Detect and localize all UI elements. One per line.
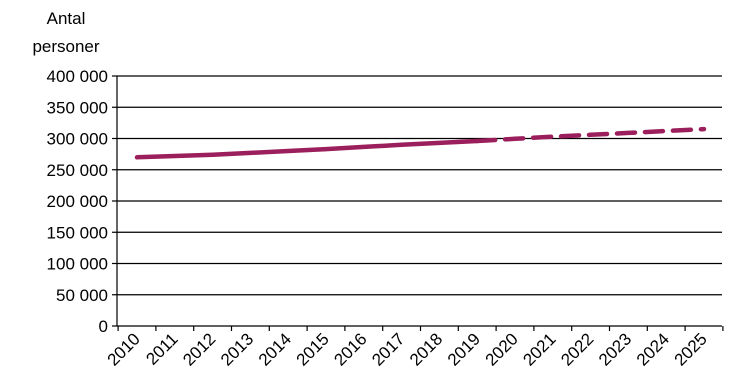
x-tick-label: 2014 [255, 329, 295, 369]
y-tick-label: 250 000 [47, 161, 108, 180]
y-tick-label: 400 000 [47, 67, 108, 86]
axes [112, 75, 724, 331]
y-tick-label: 0 [99, 317, 108, 336]
x-tick-label: 2015 [293, 329, 333, 369]
x-tick-label: 2013 [217, 329, 257, 369]
x-tick-labels: 2010201120122013201420152016201720182019… [104, 329, 711, 369]
x-tick-label: 2021 [519, 329, 559, 369]
x-tick-label: 2016 [330, 329, 370, 369]
y-axis-label-line-2: personer [32, 37, 99, 56]
x-tick-label: 2011 [142, 329, 181, 368]
x-tick-label: 2024 [633, 329, 673, 369]
x-tick-label: 2012 [179, 329, 219, 369]
y-tick-label: 100 000 [47, 255, 108, 274]
x-tick-label: 2025 [671, 329, 711, 369]
x-tick-label: 2019 [444, 329, 484, 369]
y-tick-label: 350 000 [47, 98, 108, 117]
historical-line [134, 138, 480, 160]
x-tick-label: 2023 [595, 329, 635, 369]
y-tick-label: 50 000 [56, 286, 108, 305]
x-tick-label: 2020 [482, 329, 522, 369]
series-lines [134, 126, 707, 160]
y-axis-label-line-1: Antal [47, 9, 86, 28]
x-tick-label: 2010 [104, 329, 144, 369]
y-tick-label: 300 000 [47, 130, 108, 149]
x-tick-label: 2018 [406, 329, 446, 369]
x-tick-label: 2017 [368, 329, 408, 369]
projection-line [474, 126, 707, 144]
y-tick-label: 150 000 [47, 223, 108, 242]
y-tick-label: 200 000 [47, 192, 108, 211]
gridlines [117, 75, 722, 296]
y-tick-labels: 0 50 000 100 000 150 000 200 000 250 000 300 0… [47, 67, 108, 336]
x-tick-label: 2022 [557, 329, 597, 369]
